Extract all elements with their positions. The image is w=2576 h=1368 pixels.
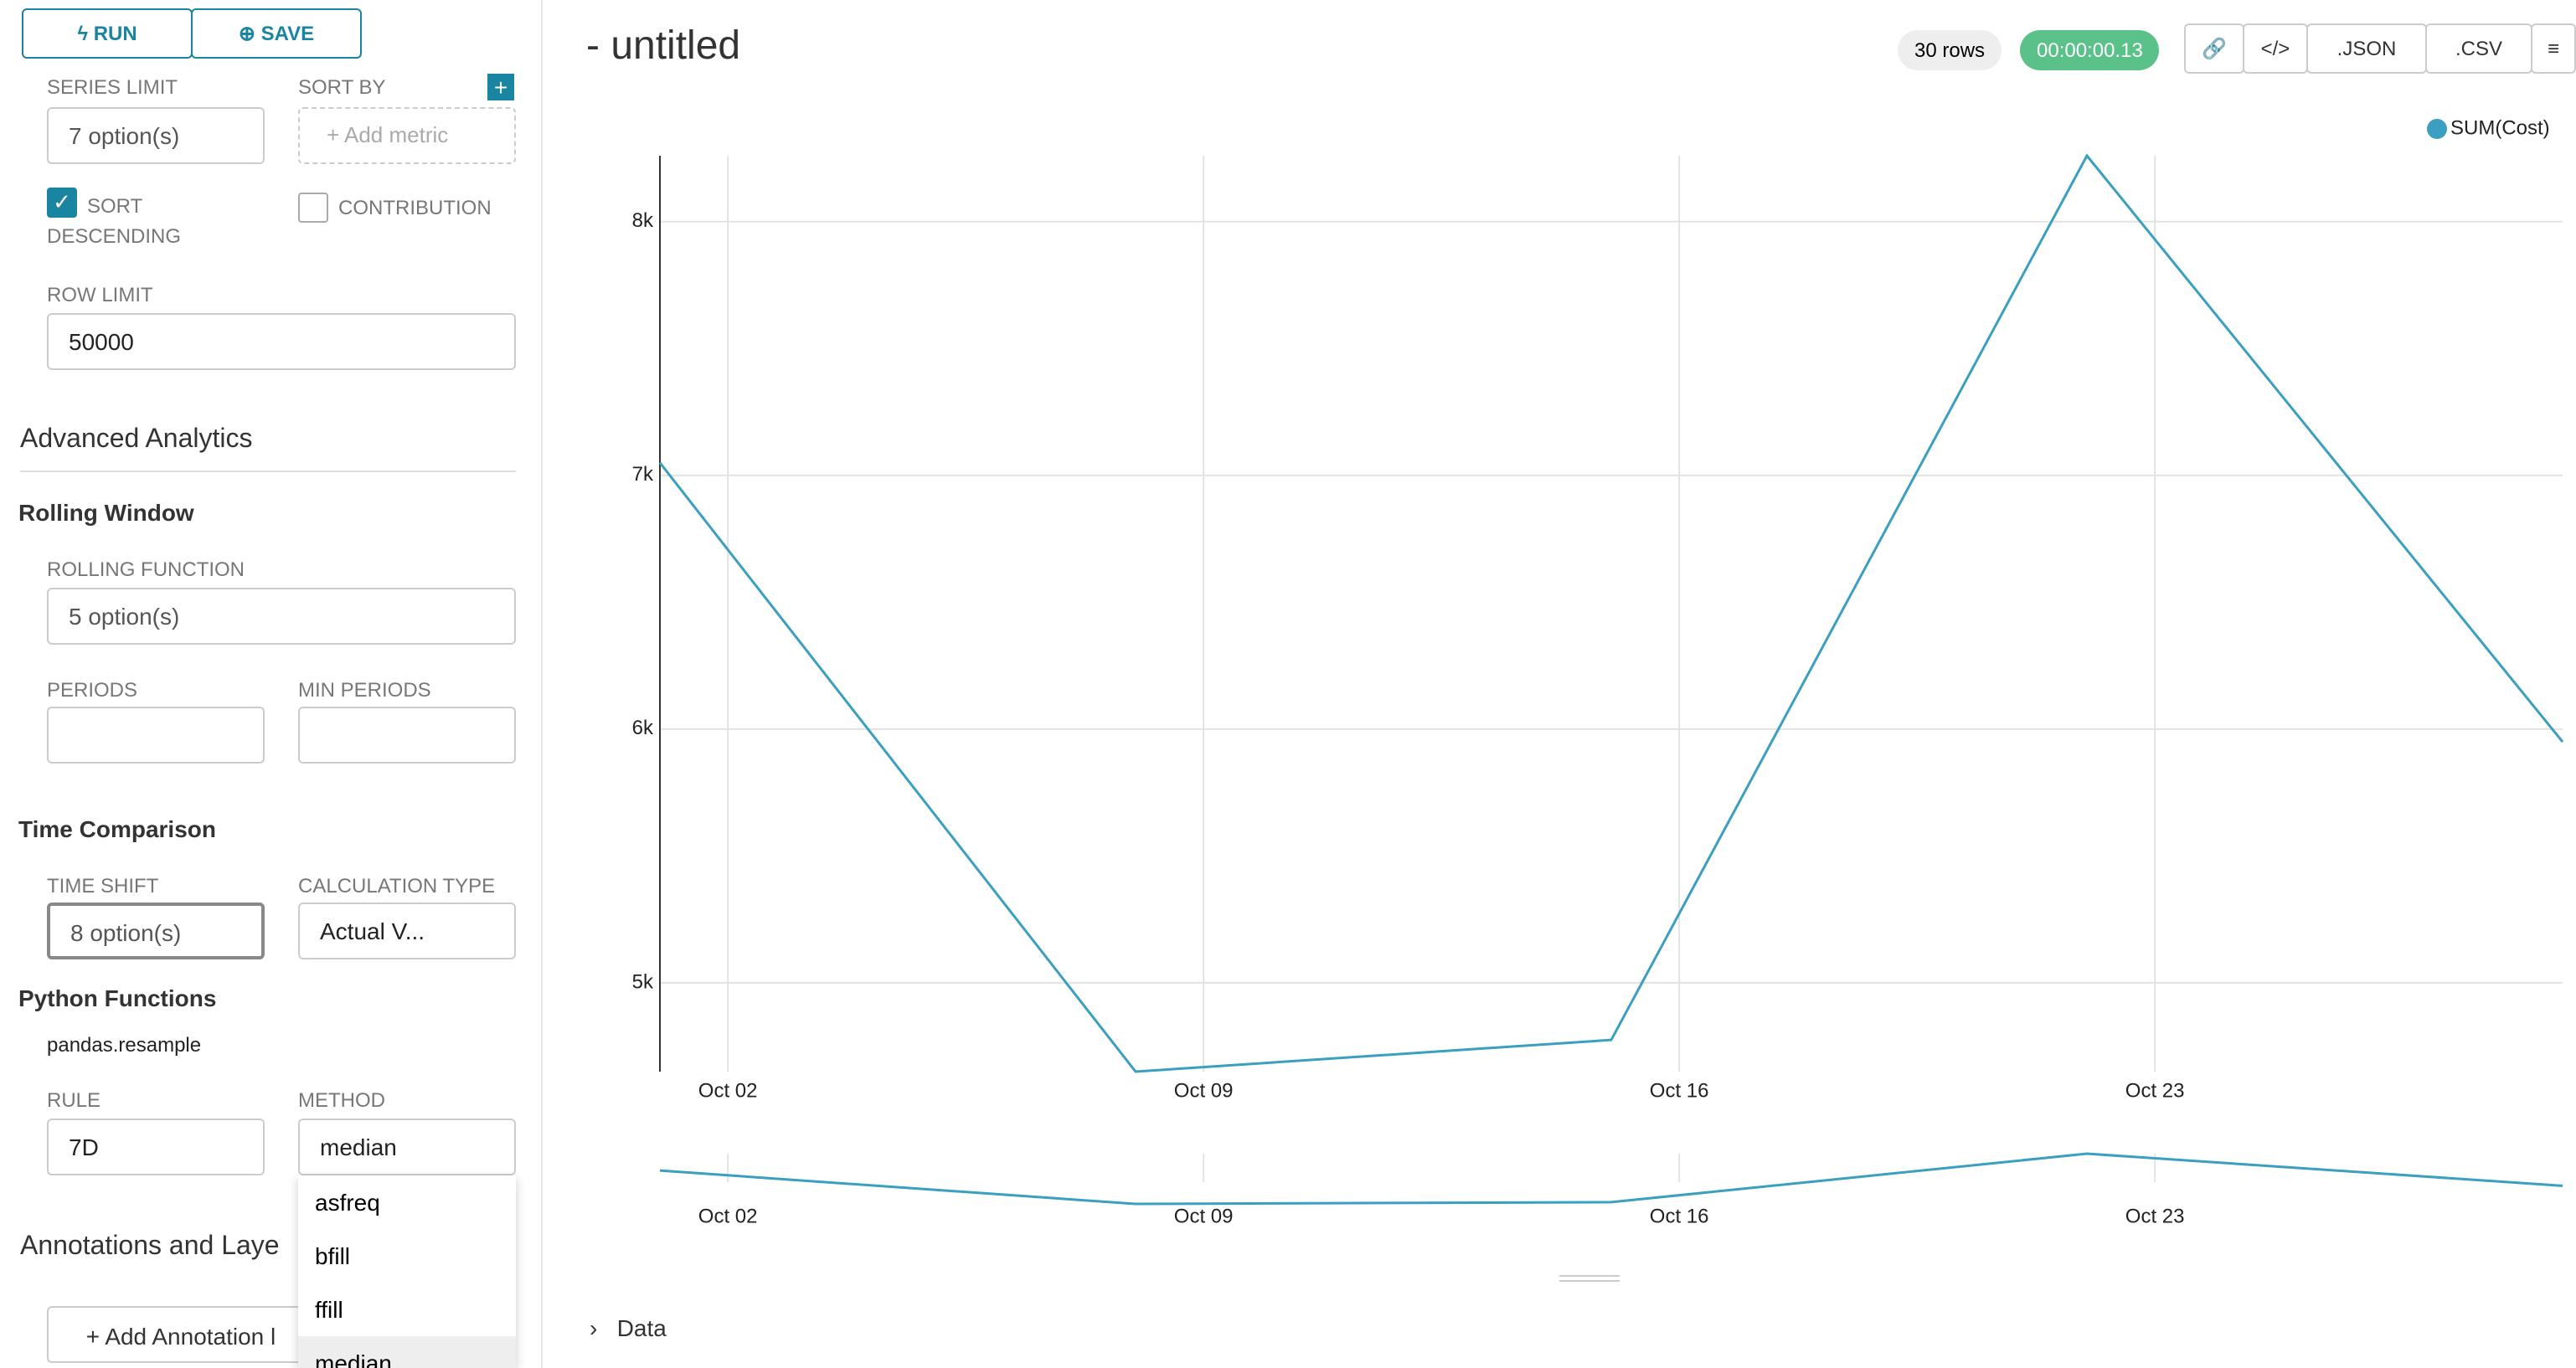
heading: Python Functions — [18, 985, 217, 1011]
label: CONTRIBUTION — [338, 196, 492, 219]
input[interactable] — [298, 707, 516, 764]
legend-marker — [2427, 119, 2447, 139]
label: TIME SHIFT — [47, 874, 159, 897]
x-tick-label: Oct 09 — [1174, 1079, 1234, 1102]
checkbox[interactable] — [298, 193, 328, 223]
text: pandas.resample — [47, 1033, 202, 1057]
label: ROLLING FUNCTION — [47, 558, 245, 581]
option[interactable]: ffill — [315, 1296, 343, 1323]
x-tick-label: Oct 09 — [1174, 1205, 1234, 1227]
x-tick-label: Oct 23 — [2125, 1205, 2185, 1227]
y-tick-label: 7k — [632, 463, 654, 486]
option[interactable]: asfreq — [315, 1189, 380, 1216]
y-tick-label: 6k — [632, 717, 654, 739]
rows-badge: 30 rows — [1898, 30, 2002, 70]
select[interactable]: 7 option(s) — [47, 107, 265, 164]
sidebar — [0, 0, 543, 1368]
add-metric[interactable]: + Add metric — [298, 107, 516, 164]
heading: Rolling Window — [18, 499, 194, 526]
select[interactable]: median — [298, 1119, 516, 1175]
label: RULE — [47, 1088, 101, 1112]
chart: 5k 6k 7k 8k Oct 02 Oct 02 Oct 09 Oct 09 Oct 16 Oc… — [632, 116, 2564, 1282]
section-title: Annotations and Laye — [20, 1232, 280, 1261]
label: SERIES LIMIT — [47, 75, 178, 99]
menu-button[interactable]: ≡ — [2531, 23, 2576, 74]
legend-label: SUM(Cost) — [2450, 116, 2550, 139]
save-button[interactable]: ⊕ SAVE — [191, 8, 362, 59]
label: MIN PERIODS — [298, 678, 431, 702]
heading: Time Comparison — [18, 815, 216, 842]
data-toggle[interactable]: › Data — [590, 1314, 667, 1341]
label: PERIODS — [47, 678, 138, 702]
section-title: Advanced Analytics — [20, 425, 253, 454]
add-annotation[interactable]: + Add Annotation l — [47, 1306, 315, 1363]
label: SORT DESCENDING — [47, 194, 182, 248]
label: Add Annotation l — [105, 1323, 276, 1350]
select[interactable]: Actual V... — [298, 903, 516, 959]
add-icon[interactable]: + — [487, 74, 514, 100]
x-tick-label: Oct 02 — [698, 1205, 758, 1227]
placeholder: Add metric — [344, 122, 449, 147]
timer: 00:00:00.13 — [2020, 30, 2160, 70]
divider — [20, 471, 516, 472]
label: ROW LIMIT — [47, 283, 153, 306]
checkbox[interactable]: ✓ — [47, 188, 77, 218]
input[interactable]: 50000 — [47, 313, 516, 370]
save-label: SAVE — [260, 22, 315, 45]
brush-line — [659, 1152, 2563, 1206]
label: METHOD — [298, 1088, 385, 1112]
x-tick-label: Oct 23 — [2125, 1079, 2185, 1102]
run-label: RUN — [93, 22, 137, 45]
y-tick-label: 8k — [632, 209, 654, 232]
label: SORT BY — [298, 75, 386, 99]
x-tick-label: Oct 16 — [1650, 1205, 1709, 1227]
label: Data — [616, 1314, 667, 1341]
label: CALCULATION TYPE — [298, 874, 496, 897]
select[interactable]: 8 option(s) — [47, 903, 265, 959]
x-tick-label: Oct 16 — [1650, 1079, 1709, 1102]
option[interactable]: bfill — [315, 1242, 351, 1269]
series-line — [658, 153, 2564, 1073]
input[interactable] — [47, 707, 265, 764]
option[interactable]: median — [298, 1336, 516, 1368]
x-tick-label: Oct 02 — [698, 1079, 758, 1102]
dropdown: asfreq bfill ffill median — [298, 1175, 516, 1368]
y-tick-label: 5k — [632, 970, 654, 993]
select[interactable]: 7D — [47, 1119, 265, 1175]
select[interactable]: 5 option(s) — [47, 588, 516, 645]
run-button[interactable]: ϟ RUN — [22, 8, 193, 59]
title: - untitled — [586, 23, 741, 69]
json-button[interactable]: .JSON — [2306, 23, 2427, 74]
